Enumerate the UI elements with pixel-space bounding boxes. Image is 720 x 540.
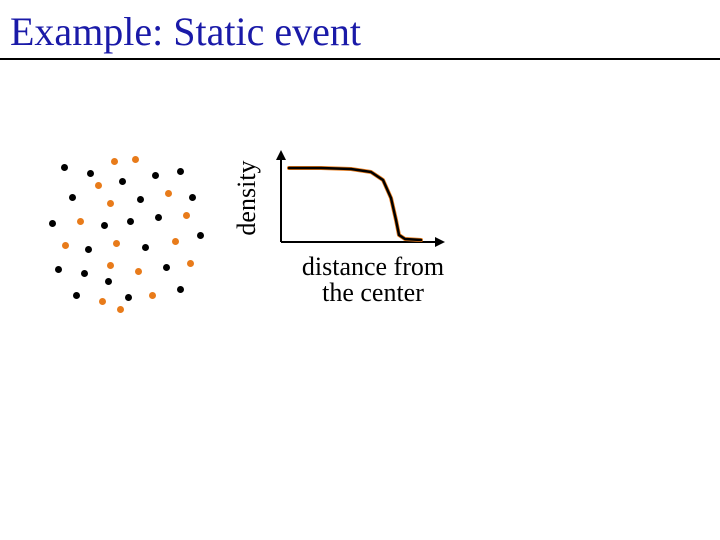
scatter-point — [85, 246, 92, 253]
scatter-point — [73, 292, 80, 299]
scatter-point — [61, 164, 68, 171]
scatter-point — [155, 214, 162, 221]
scatter-point — [119, 178, 126, 185]
density-xlabel: distance from the center — [283, 254, 463, 306]
scatter-plot — [40, 145, 220, 325]
scatter-point — [152, 172, 159, 179]
scatter-point — [99, 298, 106, 305]
xlabel-line1: distance from — [302, 252, 444, 281]
density-curve — [289, 168, 421, 240]
scatter-point — [62, 242, 69, 249]
scatter-point — [189, 194, 196, 201]
scatter-point — [69, 194, 76, 201]
scatter-point — [107, 262, 114, 269]
scatter-point — [127, 218, 134, 225]
scatter-point — [111, 158, 118, 165]
scatter-point — [187, 260, 194, 267]
scatter-point — [165, 190, 172, 197]
density-chart — [275, 150, 445, 250]
density-curve — [289, 168, 421, 240]
scatter-point — [132, 156, 139, 163]
scatter-point — [137, 196, 144, 203]
scatter-point — [113, 240, 120, 247]
scatter-point — [117, 306, 124, 313]
scatter-point — [125, 294, 132, 301]
scatter-point — [197, 232, 204, 239]
scatter-point — [55, 266, 62, 273]
xlabel-line2: the center — [322, 278, 424, 307]
scatter-point — [172, 238, 179, 245]
scatter-point — [95, 182, 102, 189]
scatter-point — [81, 270, 88, 277]
scatter-point — [77, 218, 84, 225]
scatter-point — [135, 268, 142, 275]
page-title: Example: Static event — [10, 8, 361, 55]
scatter-point — [183, 212, 190, 219]
scatter-point — [105, 278, 112, 285]
scatter-point — [107, 200, 114, 207]
scatter-point — [163, 264, 170, 271]
density-ylabel: density — [232, 148, 262, 248]
scatter-point — [142, 244, 149, 251]
scatter-point — [177, 286, 184, 293]
title-underline — [0, 58, 720, 60]
scatter-point — [149, 292, 156, 299]
scatter-point — [101, 222, 108, 229]
scatter-point — [177, 168, 184, 175]
scatter-point — [49, 220, 56, 227]
scatter-point — [87, 170, 94, 177]
